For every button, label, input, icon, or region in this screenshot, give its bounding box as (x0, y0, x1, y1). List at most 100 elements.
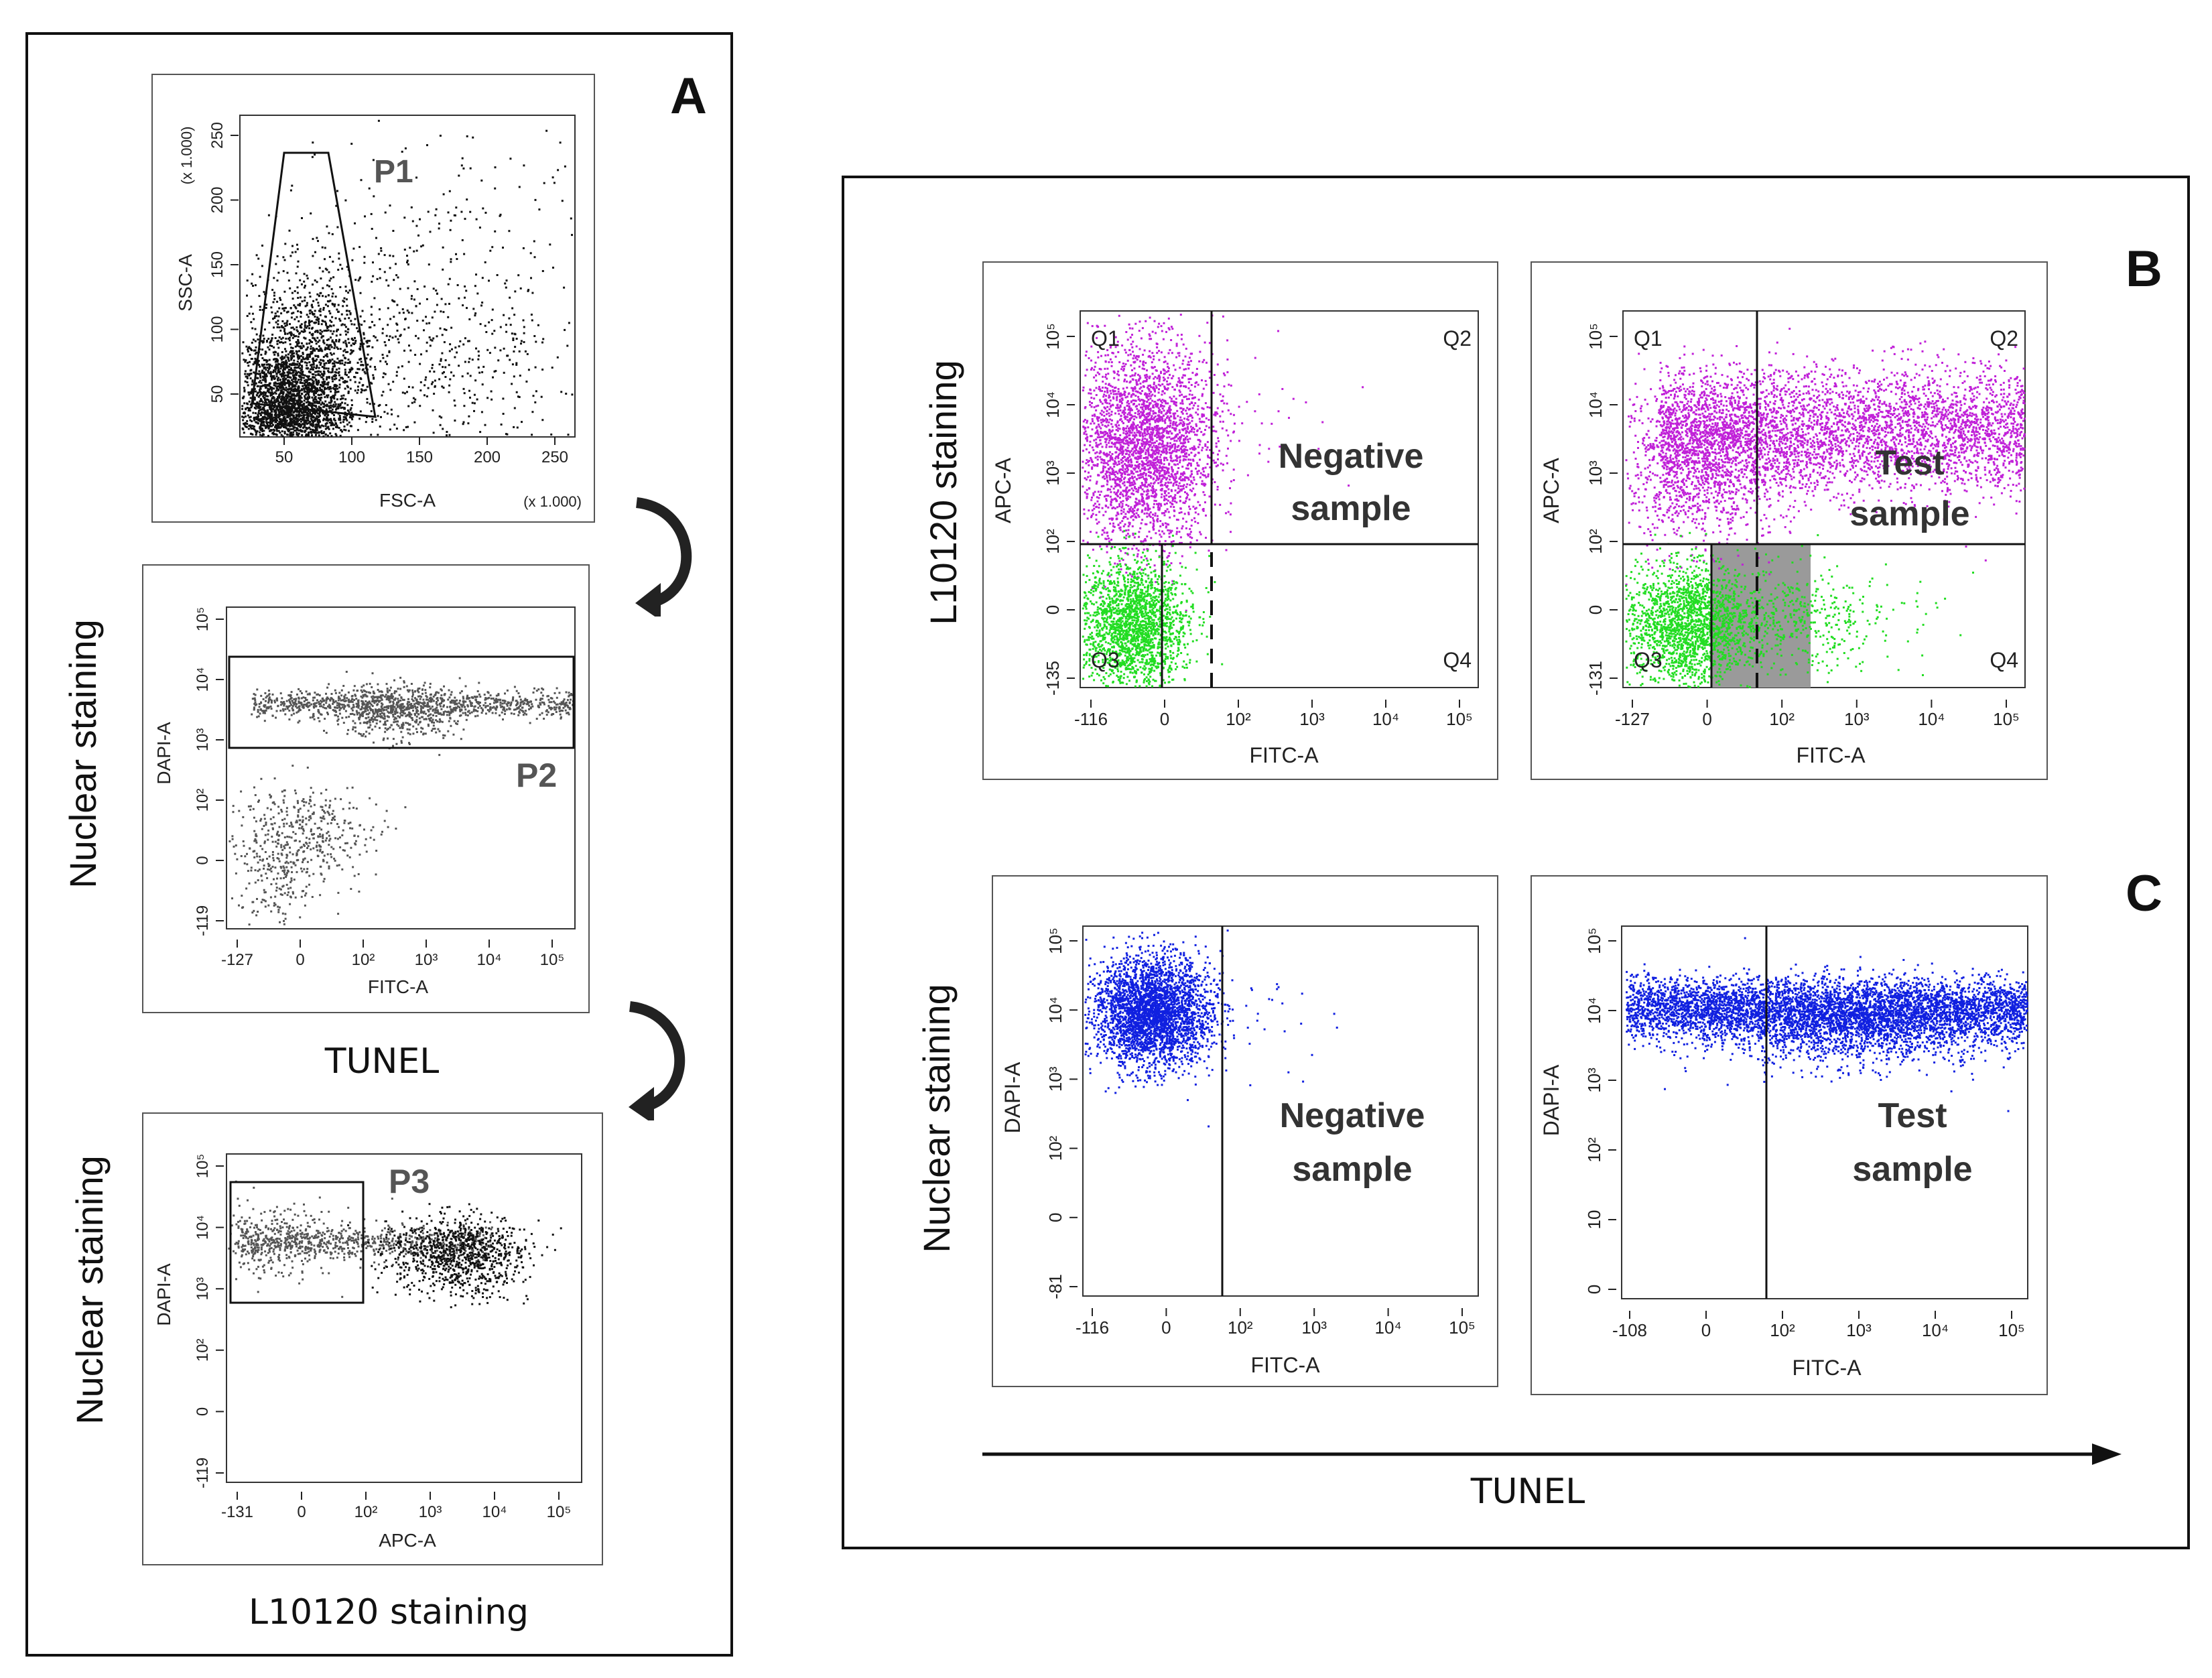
p3-scatter-points (228, 1180, 562, 1309)
plot-p2: P2 -127 0 10² 10³ 10⁴ 10⁵ -119 0 10² 10³ 10⁴ 10⁵ F… (153, 606, 576, 997)
bt-y-tick: -131 0 10² 10³ 10⁴ 10⁵ (1585, 323, 1618, 696)
ct-y-tick-label: 10 (1584, 1210, 1604, 1230)
bt-q2: Q2 (1990, 326, 2018, 350)
ct-x-tick-label: 10⁴ (1922, 1320, 1949, 1340)
p2-y-tick-label: 0 (194, 856, 212, 864)
plot-b-test: Q1 Q2 Q3 Q4 Test sample -127 0 10² 10³ 10⁴ 10… (1539, 310, 2026, 767)
curved-arrow-1 (635, 497, 692, 617)
p2-scatter-points (229, 671, 574, 926)
bt-x-tick-label: 10⁵ (1993, 709, 2020, 729)
bn-q2: Q2 (1443, 326, 1472, 350)
cn-overlay-line1: Negative (1280, 1096, 1425, 1135)
p2-y-tick-label: -119 (194, 905, 212, 936)
bn-x-tick-label: 10⁴ (1372, 709, 1399, 729)
ct-y-tick-label: 0 (1584, 1285, 1604, 1294)
p1-y-axis-label: SSC-A (175, 254, 196, 312)
p2-x-tick-label: -127 (221, 951, 253, 969)
p2-y-tick: -119 0 10² 10³ 10⁴ 10⁵ (194, 607, 224, 936)
cn-x-tick-label: -116 (1076, 1317, 1109, 1338)
cn-x-tick-label: 10⁴ (1375, 1317, 1402, 1338)
bn-q4: Q4 (1443, 648, 1472, 672)
p2-x-tick-label: 10² (352, 951, 375, 969)
panel-b-letter: B (2126, 240, 2162, 298)
bt-q4: Q4 (1990, 648, 2018, 672)
bn-overlay-line2: sample (1291, 489, 1411, 528)
plot-c-negative: Negative sample -116 0 10² 10³ 10⁴ 10⁵ -81 0 10… (1000, 925, 1479, 1377)
bt-x-tick: -127 0 10² 10³ 10⁴ 10⁵ (1615, 700, 2020, 729)
p2-y-tick-label: 10⁵ (194, 607, 212, 632)
ct-y-axis-label: DAPI-A (1539, 1064, 1563, 1136)
plot-c-negative-box: Negative sample -116 0 10² 10³ 10⁴ 10⁵ -81 0 10… (992, 875, 1498, 1387)
bt-y-axis-label: APC-A (1539, 457, 1563, 523)
cn-y-tick-label: -81 (1045, 1274, 1065, 1299)
ct-y-tick-label: 10⁴ (1584, 997, 1604, 1024)
plot-c-test: Test sample -108 0 10² 10³ 10⁴ 10⁵ 0 10 10² 10³ 1… (1539, 925, 2028, 1380)
p2-x-tick: -127 0 10² 10³ 10⁴ 10⁵ (221, 940, 564, 969)
p3-y-tick-label: 10³ (194, 1277, 212, 1301)
plot-p3: P3 -131 0 10² 10³ 10⁴ 10⁵ -119 0 10² 10³ 10⁴ 10⁵ A… (153, 1153, 582, 1551)
p2-gate-label: P2 (516, 757, 557, 794)
ct-x-tick-label: 10³ (1846, 1320, 1872, 1340)
p3-x-tick-label: 0 (297, 1503, 306, 1521)
bn-x-tick: -116 0 10² 10³ 10⁴ 10⁵ (1074, 700, 1473, 729)
p1-y-tick: 50 100 150 200 250 (208, 122, 239, 403)
bn-x-tick-label: 10³ (1299, 709, 1325, 729)
cn-x-tick-label: 10⁵ (1449, 1317, 1476, 1338)
ct-y-tick-label: 10⁵ (1584, 927, 1604, 954)
panel-c-left-label: Nuclear staining (915, 951, 962, 1286)
panel-b-left-label: L10120 staining (921, 325, 968, 660)
cn-x-tick-label: 10³ (1301, 1317, 1327, 1338)
tunel-arrow (982, 1443, 2122, 1465)
bt-y-tick-label: -131 (1585, 661, 1606, 696)
plot-p2-box: P2 -127 0 10² 10³ 10⁴ 10⁵ -119 0 10² 10³ 10⁴ 10⁵ F… (142, 564, 590, 1013)
p3-y-tick-label: -119 (194, 1458, 212, 1488)
p1-x-tick-label: 200 (474, 448, 501, 466)
p1-gate-label: P1 (374, 154, 413, 190)
p1-x-tick: 50 100 150 200 250 (275, 437, 568, 466)
ct-overlay-line1: Test (1878, 1096, 1947, 1135)
panel-a-letter: A (670, 67, 707, 125)
bn-y-tick-label: -135 (1043, 661, 1063, 696)
b-negative-scatter-points (1082, 314, 1364, 688)
bn-y-tick-label: 10³ (1043, 460, 1063, 486)
bn-y-tick-label: 0 (1043, 605, 1063, 615)
bt-x-tick-label: 0 (1702, 709, 1711, 729)
p1-x-tick-label: 50 (275, 448, 294, 466)
ct-x-tick: -108 0 10² 10³ 10⁴ 10⁵ (1612, 1311, 2025, 1340)
curved-arrow-2 (629, 1001, 686, 1120)
p1-y-tick-label: 200 (208, 186, 226, 213)
bn-y-tick-label: 10² (1043, 529, 1063, 554)
plot-b-test-box: Q1 Q2 Q3 Q4 Test sample -127 0 10² 10³ 10⁴ 10… (1531, 261, 2048, 780)
p2-bottom-label: TUNEL (255, 1041, 509, 1082)
p2-y-tick-label: 10³ (194, 728, 212, 752)
bn-x-axis-label: FITC-A (1249, 743, 1319, 767)
plot-p1: P1 50 100 150 200 250 50 100 150 200 250 FSC-A (… (175, 115, 582, 511)
p3-y-axis-label: DAPI-A (153, 1263, 174, 1326)
ct-overlay-line2: sample (1852, 1150, 1972, 1189)
bt-y-tick-label: 10³ (1585, 460, 1606, 486)
p1-x-tick-label: 100 (338, 448, 365, 466)
bn-y-tick: -135 0 10² 10³ 10⁴ 10⁵ (1043, 323, 1075, 696)
p3-x-tick-label: 10⁴ (482, 1503, 507, 1521)
p2-x-axis-label: FITC-A (368, 976, 429, 997)
p2-x-tick-label: 0 (296, 951, 304, 969)
bn-y-tick-label: 10⁵ (1043, 323, 1063, 350)
bt-q3: Q3 (1634, 648, 1663, 672)
bn-overlay-line1: Negative (1279, 437, 1424, 476)
ct-x-tick-label: 10⁵ (1998, 1320, 2025, 1340)
plot-c-test-box: Test sample -108 0 10² 10³ 10⁴ 10⁵ 0 10 10² 10³ 1… (1531, 875, 2048, 1395)
ct-x-tick-label: 0 (1701, 1320, 1711, 1340)
cn-x-axis-label: FITC-A (1250, 1353, 1320, 1377)
p3-bottom-label: L10120 staining (201, 1592, 576, 1632)
cn-y-tick-label: 0 (1045, 1213, 1065, 1222)
p1-x-tick-label: 150 (406, 448, 433, 466)
bt-y-tick-label: 0 (1585, 605, 1606, 615)
p3-gate-label: P3 (389, 1163, 430, 1200)
cn-y-tick-label: 10² (1045, 1135, 1065, 1161)
p1-y-tick-label: 100 (208, 316, 226, 342)
p3-x-tick-label: 10⁵ (547, 1503, 572, 1521)
bt-x-tick-label: 10² (1769, 709, 1795, 729)
p2-x-tick-label: 10⁵ (540, 951, 565, 969)
cn-y-tick: -81 0 10² 10³ 10⁴ 10⁵ (1045, 927, 1078, 1299)
p3-y-tick-label: 0 (194, 1407, 212, 1416)
